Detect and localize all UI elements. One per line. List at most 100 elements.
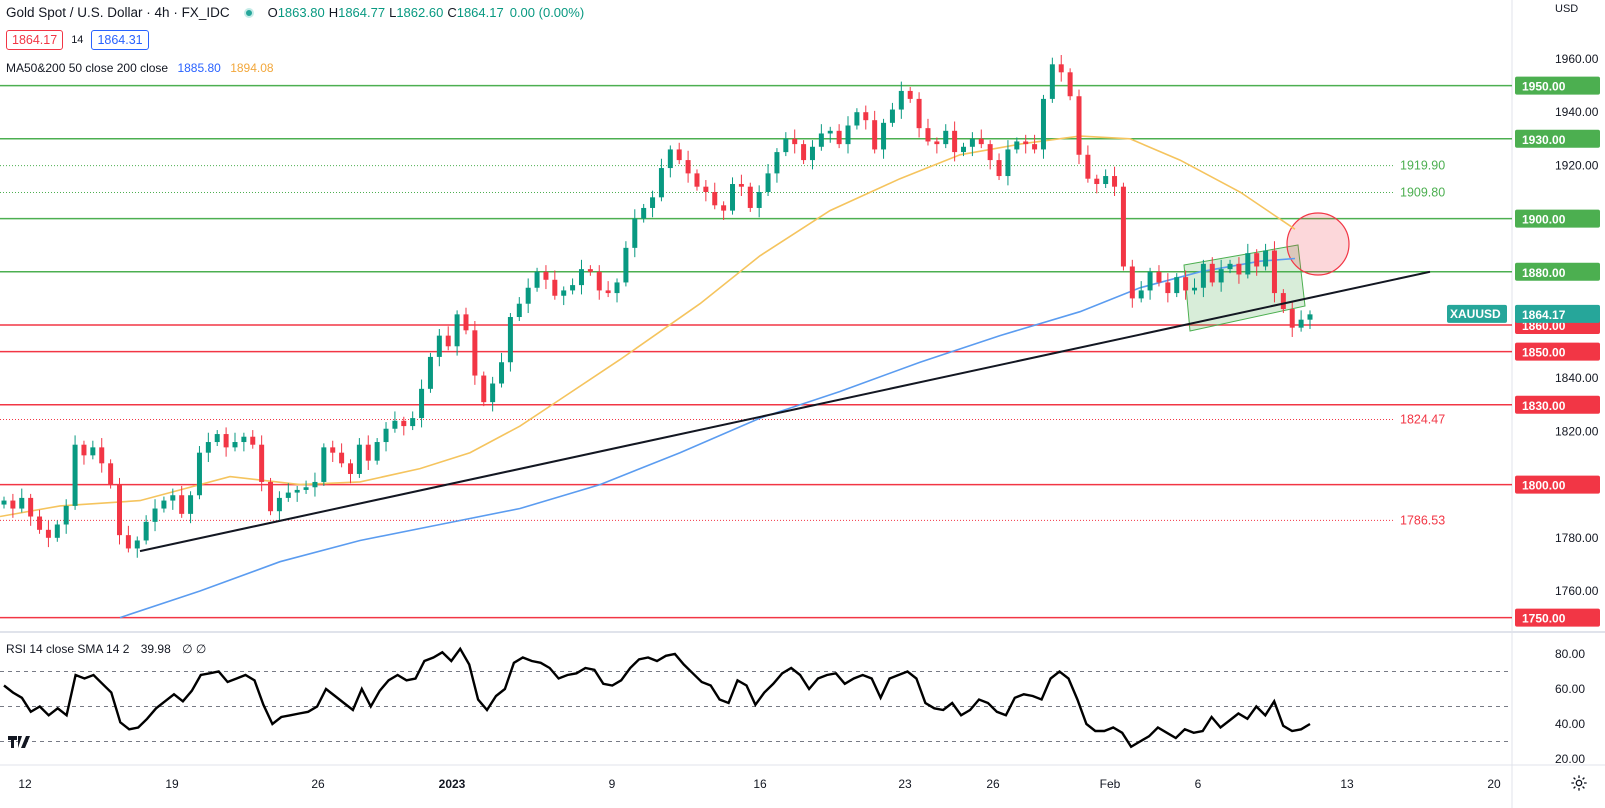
candle-body (1254, 253, 1260, 267)
candle-body (792, 138, 798, 145)
x-tick-label: 12 (18, 777, 32, 791)
fib-level-label: 1909.80 (1400, 186, 1445, 200)
candle-body (63, 505, 69, 525)
candle-body (605, 290, 611, 294)
candle-body (383, 428, 389, 443)
candle-body (1, 500, 7, 505)
candle-body (712, 192, 718, 206)
candle-body (45, 529, 51, 538)
high-value: 1864.77 (338, 5, 386, 20)
candle-body (943, 130, 949, 145)
candle-body (827, 130, 833, 134)
candle-body (294, 489, 300, 493)
y-tick-label: 1780.00 (1555, 531, 1599, 545)
close-value: 1864.17 (456, 5, 504, 20)
candle-body (889, 109, 895, 123)
candle-body (1085, 154, 1091, 179)
support-tag-bg (1515, 608, 1600, 627)
resistance-tag-bg (1515, 209, 1600, 228)
candle-body (1298, 319, 1304, 328)
ma-legend-label: MA50&200 50 close 200 close (6, 61, 169, 75)
high-label: H (328, 5, 339, 20)
candle-body (1040, 98, 1046, 150)
candle-body (1280, 293, 1286, 310)
tradingview-logo-icon[interactable] (8, 734, 34, 750)
symbol-tag-bg (1447, 304, 1507, 323)
candle-body (90, 447, 96, 456)
candle-body (596, 271, 602, 291)
candle-body (241, 436, 247, 443)
candle-body (276, 497, 282, 512)
candle-body (632, 218, 638, 248)
candle-body (410, 418, 416, 427)
candle-body (134, 540, 140, 549)
candle-body (481, 375, 487, 403)
y-tick-label: 1940.00 (1555, 105, 1599, 119)
candle-body (72, 444, 78, 506)
candle-body (125, 535, 131, 549)
candle-body (525, 287, 531, 304)
chart-header: Gold Spot / U.S. Dollar · 4h · FX_IDC O 1… (6, 5, 584, 20)
candle-body (161, 500, 167, 509)
candle-body (801, 144, 807, 161)
x-tick-label: 16 (753, 777, 767, 791)
candle-body (534, 271, 540, 288)
candle-body (312, 481, 318, 488)
y-tick-label: 1760.00 (1555, 584, 1599, 598)
symbol-title[interactable]: Gold Spot / U.S. Dollar · 4h · FX_IDC (6, 5, 230, 20)
candle-body (1103, 176, 1109, 185)
candle-body (374, 442, 380, 461)
candle-body (99, 447, 105, 464)
last-price-tag-bg (1515, 304, 1600, 323)
candle-body (667, 149, 673, 169)
candle-body (1005, 149, 1011, 177)
candle-body (356, 444, 362, 474)
candle-body (845, 125, 851, 145)
candle-body (392, 420, 398, 429)
candle-body (1236, 263, 1242, 275)
settings-gear-icon[interactable] (1570, 774, 1588, 792)
candle-body (1174, 277, 1180, 294)
ascending-trendline (139, 270, 1431, 553)
candle-body (436, 335, 442, 357)
candle-body (1200, 263, 1206, 288)
candle-body (543, 271, 549, 280)
candle-body (28, 497, 34, 517)
x-tick-label: 19 (165, 777, 179, 791)
candle-body (907, 90, 913, 99)
resistance-tag: 1950.00 (1522, 80, 1566, 94)
buy-button[interactable]: 1864.31 (91, 30, 149, 50)
support-tag-bg (1515, 342, 1600, 361)
candle-body (1227, 263, 1233, 270)
candle-body (152, 508, 158, 522)
candle-body (427, 356, 433, 389)
ma-legend[interactable]: MA50&200 50 close 200 close 1885.80 1894… (6, 61, 274, 75)
candle-body (10, 500, 16, 509)
candle-body (1245, 253, 1251, 275)
candle-body (37, 516, 43, 530)
candle-body (765, 173, 771, 192)
candle-body (578, 269, 584, 286)
candle-body (472, 330, 478, 376)
candle-body (1049, 64, 1055, 99)
low-value: 1862.60 (396, 5, 444, 20)
candle-body (1289, 309, 1295, 328)
ma200-value: 1894.08 (230, 61, 274, 75)
ma50-value: 1885.80 (177, 61, 221, 75)
candle-body (570, 285, 576, 291)
open-label: O (267, 5, 278, 20)
candle-body (721, 205, 727, 211)
rsi-legend[interactable]: RSI 14 close SMA 14 2 39.98 ∅ ∅ (6, 642, 206, 656)
trade-panel: 1864.17 14 1864.31 (6, 30, 149, 50)
candle-body (685, 160, 691, 174)
candle-body (1067, 72, 1073, 97)
candle-body (116, 484, 122, 536)
candle-body (730, 184, 736, 211)
candle-body (934, 141, 940, 145)
candle-body (1192, 287, 1198, 291)
candle-body (1263, 250, 1269, 267)
sell-button[interactable]: 1864.17 (6, 30, 64, 50)
resistance-tag-bg (1515, 262, 1600, 281)
fib-level-label: 1824.47 (1400, 413, 1445, 427)
